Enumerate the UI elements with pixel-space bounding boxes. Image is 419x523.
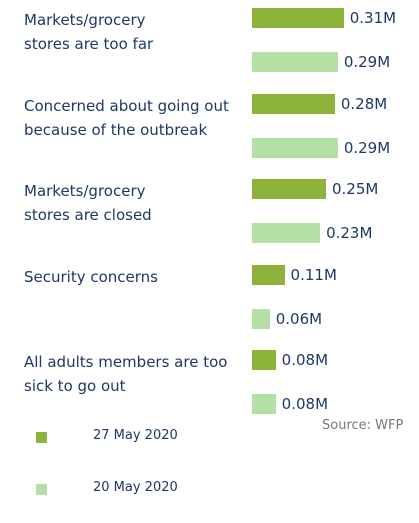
bar (252, 93, 335, 114)
bar (252, 264, 285, 285)
value-label: 0.29M (343, 53, 391, 71)
bar (252, 52, 338, 72)
bar (252, 394, 276, 414)
source: Source: WFP (322, 418, 404, 433)
value-label: 0.25M (332, 180, 379, 198)
bar (252, 179, 326, 199)
bar (252, 308, 270, 329)
legend-swatch (36, 484, 47, 495)
value-label: 0.11M (290, 265, 337, 284)
bar (252, 8, 344, 28)
category-label: Concerned about going out because of the… (24, 96, 229, 139)
value-label: 0.08M (281, 351, 329, 369)
value-label: 0.08M (281, 395, 329, 413)
legend-label: 27 May 2020 (93, 428, 178, 443)
category-label: All adults members are too sick to go ou… (24, 353, 228, 395)
value-label: 0.31M (349, 9, 397, 27)
bar (252, 350, 276, 370)
value-label: 0.29M (343, 138, 391, 157)
category-label: Markets/grocery stores are closed (24, 182, 152, 224)
bar (252, 223, 321, 243)
value-label: 0.06M (275, 309, 323, 328)
value-label: 0.23M (326, 224, 373, 242)
bar (252, 137, 338, 158)
legend-label: 20 May 2020 (93, 480, 178, 495)
legend-swatch (36, 432, 47, 443)
category-label: Security concerns (24, 267, 158, 286)
value-label: 0.28M (340, 94, 388, 113)
category-label: Markets/grocery stores are too far (24, 11, 154, 53)
